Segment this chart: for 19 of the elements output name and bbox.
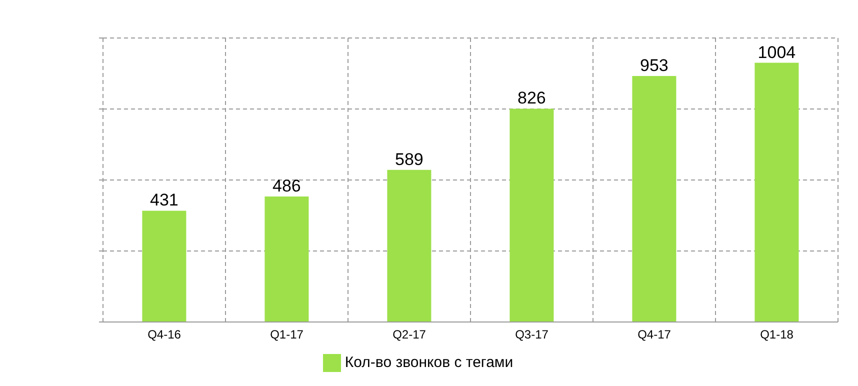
bar (510, 108, 554, 322)
data-label: 589 (395, 150, 424, 169)
x-tick-label: Q1-17 (270, 327, 304, 342)
x-tick-label: Q4-17 (638, 327, 672, 342)
data-label: 431 (150, 190, 178, 210)
bar (142, 210, 186, 322)
bar (632, 76, 676, 322)
data-label: 1004 (758, 42, 796, 62)
x-tick-label: Q2-17 (392, 327, 426, 342)
data-label: 953 (640, 56, 668, 75)
bar (754, 62, 799, 322)
data-label: 486 (272, 176, 301, 196)
data-label: 826 (518, 88, 546, 108)
bar (387, 170, 432, 322)
legend-label: Кол-во звонков с тегами (344, 354, 514, 371)
x-tick-label: Q4-16 (148, 327, 182, 342)
x-tick-label: Q3-17 (515, 327, 549, 342)
x-tick-label: Q1-18 (760, 327, 794, 342)
bar (264, 196, 309, 322)
